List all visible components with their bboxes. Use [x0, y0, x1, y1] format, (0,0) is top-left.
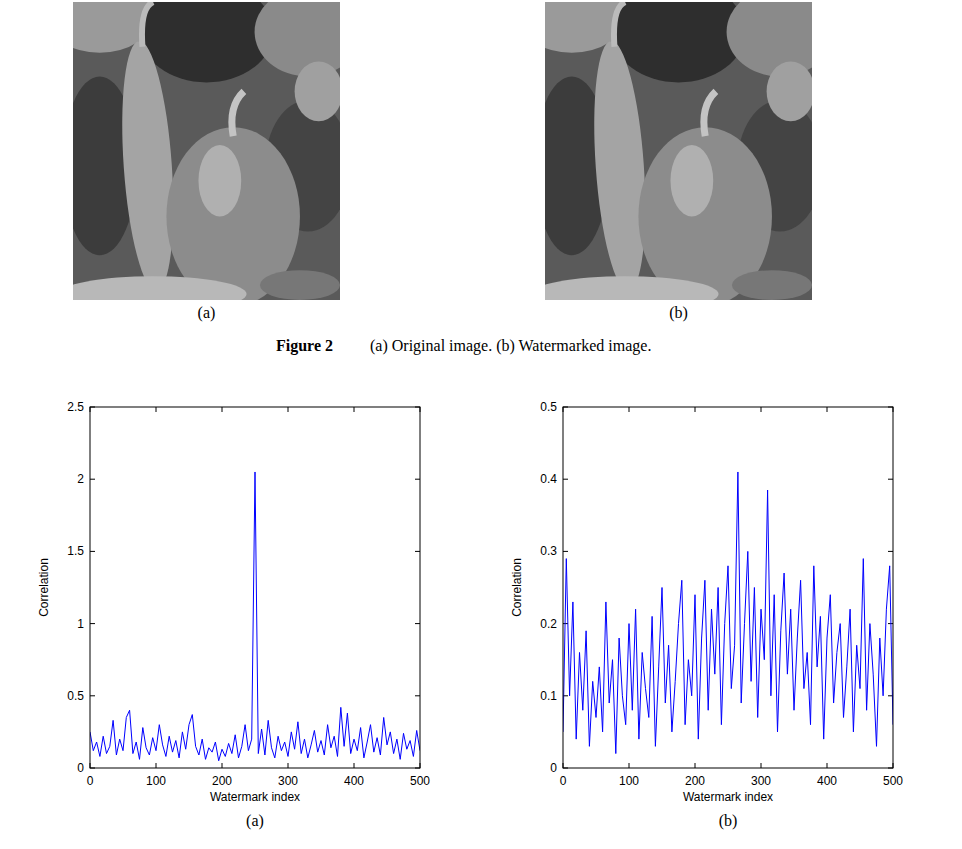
x-tick-label: 200: [685, 774, 705, 788]
data-group: [90, 472, 420, 761]
y-tick: [415, 623, 420, 624]
stem: [704, 91, 716, 136]
x-tick: [827, 763, 828, 768]
pepper: [295, 62, 340, 122]
plot-frame: [90, 407, 420, 768]
highlight: [198, 145, 241, 217]
y-tick-label: 0.4: [540, 472, 557, 486]
x-tick: [354, 763, 355, 768]
x-tick: [156, 763, 157, 768]
stem: [232, 91, 244, 136]
plot-area: [563, 407, 893, 768]
y-tick: [563, 479, 568, 480]
chart: 0 0.1 0.2 0.3 0.4 0.5 0 100 200 300 400 500 Correlat…: [510, 400, 903, 830]
panel-label: (a): [246, 812, 264, 830]
chart: 0 0.5 1 1.5 2 2.5 0 100 200 300 400 500 Correlation W…: [37, 400, 430, 830]
x-tick-label: 300: [751, 774, 771, 788]
stem: [614, 2, 625, 47]
pepper: [587, 39, 652, 292]
y-tick: [415, 551, 420, 552]
y-tick-label: 0.5: [540, 400, 557, 414]
y-tick: [90, 551, 95, 552]
y-tick-label: 1.5: [67, 544, 84, 558]
plot-frame: [563, 407, 893, 768]
pepper: [260, 270, 340, 300]
x-tick: [156, 407, 157, 412]
y-tick: [888, 479, 893, 480]
data-line: [563, 472, 893, 754]
x-tick: [695, 763, 696, 768]
x-tick: [222, 407, 223, 412]
x-tick-label: 0: [560, 774, 567, 788]
photo: [545, 2, 812, 300]
x-tick: [288, 763, 289, 768]
x-tick: [222, 763, 223, 768]
y-tick: [90, 623, 95, 624]
data-group: [563, 472, 893, 754]
pepper: [545, 2, 625, 53]
x-tick-label: 100: [619, 774, 639, 788]
y-tick-label: 2: [77, 472, 84, 486]
image-label: (b): [669, 304, 688, 322]
y-tick: [415, 695, 420, 696]
x-tick: [827, 407, 828, 412]
y-tick-label: 0: [550, 761, 557, 775]
y-tick-label: 2.5: [67, 400, 84, 414]
x-tick-label: 400: [344, 774, 364, 788]
pepper: [732, 270, 812, 300]
pepper: [612, 2, 746, 82]
y-tick-label: 0.3: [540, 544, 557, 558]
pepper: [73, 2, 153, 53]
caption-number: Figure 2: [276, 337, 333, 355]
y-tick: [90, 479, 95, 480]
pepper: [73, 276, 247, 300]
caption-text: (a) Original image. (b) Watermarked imag…: [370, 337, 651, 355]
x-tick-label: 300: [278, 774, 298, 788]
x-tick-label: 400: [817, 774, 837, 788]
x-tick: [629, 407, 630, 412]
y-tick-label: 0.1: [540, 689, 557, 703]
x-tick-label: 200: [212, 774, 232, 788]
x-tick: [761, 763, 762, 768]
x-axis-title: Watermark index: [210, 790, 300, 804]
image-label: (a): [198, 304, 216, 322]
x-tick-label: 500: [410, 774, 430, 788]
y-tick-label: 0.2: [540, 617, 557, 631]
x-tick: [695, 407, 696, 412]
pepper: [545, 276, 719, 300]
y-tick-label: 1: [77, 617, 84, 631]
pepper: [140, 2, 274, 82]
x-axis-title: Watermark index: [683, 790, 773, 804]
pepper: [767, 62, 812, 122]
plot-area: [90, 407, 420, 768]
y-axis-title: Correlation: [510, 558, 524, 617]
panel-label: (b): [719, 812, 738, 830]
y-tick: [415, 479, 420, 480]
pepper: [115, 39, 180, 292]
y-tick: [90, 695, 95, 696]
figure: (a) (b) Figure 2 (a) Original image. (b) Wa…: [0, 0, 962, 849]
y-tick-label: 0.5: [67, 689, 84, 703]
data-line: [90, 472, 420, 761]
y-tick: [563, 551, 568, 552]
x-tick: [629, 763, 630, 768]
x-tick-label: 500: [883, 774, 903, 788]
x-tick: [354, 407, 355, 412]
y-axis-title: Correlation: [37, 558, 51, 617]
y-tick-label: 0: [77, 761, 84, 775]
x-tick-label: 0: [87, 774, 94, 788]
photo: [73, 2, 340, 300]
x-tick-label: 100: [146, 774, 166, 788]
stem: [142, 2, 153, 47]
x-tick: [288, 407, 289, 412]
highlight: [670, 145, 713, 217]
x-tick: [761, 407, 762, 412]
y-tick: [888, 551, 893, 552]
